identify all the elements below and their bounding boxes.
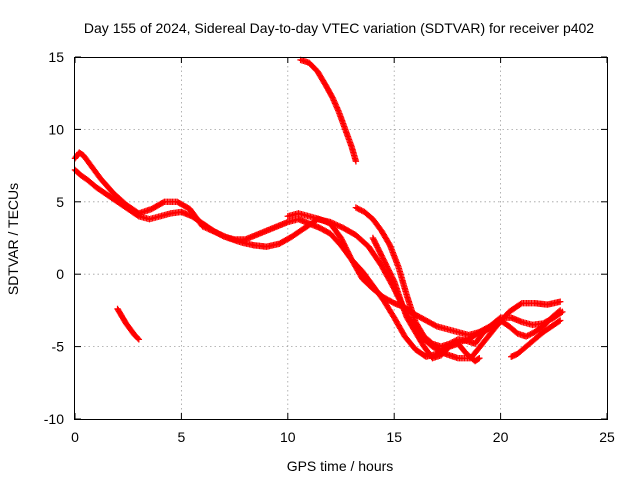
data-point [432, 322, 439, 329]
data-point [476, 354, 483, 362]
x-tick-label: 25 [599, 429, 615, 445]
data-point [475, 355, 482, 363]
data-point [354, 205, 361, 212]
data-point [390, 276, 397, 284]
data-point [159, 199, 167, 206]
y-tick-label: 15 [48, 49, 64, 65]
data-point [528, 330, 536, 337]
data-point [517, 300, 524, 308]
data-point [352, 158, 360, 165]
x-tick-label: 10 [280, 429, 296, 445]
x-tick-label: 0 [71, 429, 79, 445]
x-tick-label: 5 [178, 429, 186, 445]
data-point [522, 333, 530, 340]
data-point [556, 317, 564, 324]
plot-frame [74, 57, 608, 420]
series-track-3 [284, 210, 504, 339]
series-track-6 [508, 317, 564, 360]
data-point [356, 206, 364, 213]
data-point [352, 204, 360, 211]
data-point [524, 332, 531, 339]
series-track-8 [114, 305, 143, 343]
data-point [358, 207, 365, 214]
x-axis-label: GPS time / hours [287, 458, 394, 474]
data-point [134, 335, 141, 342]
y-tick-label: -10 [44, 411, 64, 427]
data-markers [71, 56, 566, 365]
y-tick-label: 10 [48, 121, 64, 137]
data-point [135, 336, 143, 343]
y-tick-label: 0 [56, 266, 64, 282]
data-point [525, 331, 533, 339]
y-tick-label: -5 [52, 339, 65, 355]
x-tick-label: 20 [493, 429, 509, 445]
tick-labels: 0 5 10 15 20 25 -10 -5 0 5 10 15 [44, 49, 615, 445]
y-axis-label: SDTVAR / TECUs [5, 183, 21, 295]
data-point [555, 318, 563, 325]
series-track-5 [369, 234, 483, 365]
axis-ticks [74, 56, 608, 420]
data-point [527, 331, 534, 338]
series-track-7 [297, 56, 360, 165]
data-point [556, 307, 564, 314]
x-tick-label: 15 [386, 429, 402, 445]
y-tick-label: 5 [56, 194, 64, 210]
data-point [556, 298, 564, 305]
data-point [555, 308, 563, 315]
data-point [355, 205, 362, 213]
series-track-4 [352, 204, 564, 350]
chart-title: Day 155 of 2024, Sidereal Day-to-day VTE… [84, 20, 594, 36]
